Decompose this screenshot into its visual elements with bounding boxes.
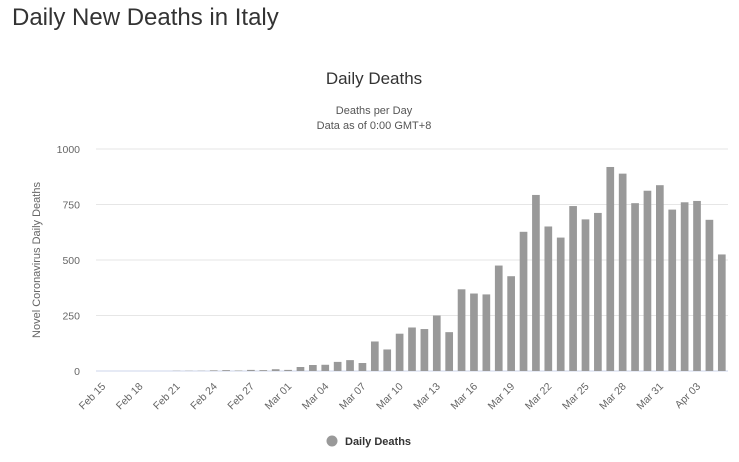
bar-mar-24[interactable] — [569, 206, 577, 371]
bar-mar-19[interactable] — [507, 276, 515, 371]
bar-mar-01[interactable] — [284, 369, 292, 371]
bar-mar-10[interactable] — [395, 333, 404, 371]
x-tick-label: Feb 24 — [188, 381, 220, 413]
x-tick-label: Mar 25 — [560, 381, 592, 413]
bar-feb-28[interactable] — [259, 370, 268, 371]
bar-mar-14[interactable] — [445, 332, 454, 371]
bar-mar-25[interactable] — [581, 219, 590, 371]
bar-mar-11[interactable] — [408, 327, 416, 371]
x-tick-label: Mar 16 — [448, 381, 480, 413]
bar-mar-20[interactable] — [519, 231, 528, 371]
bar-feb-29[interactable] — [271, 369, 280, 371]
bar-mar-02[interactable] — [296, 367, 305, 371]
bar-mar-29[interactable] — [631, 203, 639, 371]
chart-title: Daily Deaths — [326, 69, 422, 88]
y-tick-label: 500 — [62, 255, 80, 267]
bar-mar-07[interactable] — [358, 363, 367, 371]
page-title: Daily New Deaths in Italy — [12, 4, 279, 31]
x-tick-label: Mar 28 — [597, 381, 629, 413]
x-tick-label: Apr 03 — [673, 381, 703, 411]
y-tick-label: 250 — [62, 311, 80, 323]
bar-mar-27[interactable] — [606, 166, 615, 371]
bar-mar-13[interactable] — [432, 315, 441, 372]
bar-mar-08[interactable] — [370, 341, 379, 371]
x-tick-label: Feb 18 — [114, 381, 146, 413]
x-tick-label: Mar 31 — [634, 381, 666, 413]
bar-mar-16[interactable] — [470, 293, 478, 371]
bar-mar-22[interactable] — [544, 226, 553, 371]
y-axis-title: Novel Coronavirus Daily Deaths — [31, 182, 43, 338]
x-tick-label: Mar 10 — [374, 381, 406, 413]
x-tick-label: Mar 22 — [523, 381, 555, 413]
legend-label[interactable]: Daily Deaths — [345, 436, 411, 448]
bar-feb-27[interactable] — [247, 369, 255, 371]
bar-mar-31[interactable] — [656, 185, 664, 371]
bar-mar-18[interactable] — [494, 265, 503, 371]
bar-mar-03[interactable] — [309, 365, 317, 371]
y-tick-label: 1000 — [57, 144, 81, 156]
x-tick-labels: Feb 15 Feb 18 Feb 21 Feb 24 Feb 27 Mar 01 Mar … — [77, 381, 704, 413]
bar-mar-12[interactable] — [420, 329, 429, 371]
legend[interactable]: Daily Deaths — [326, 435, 412, 449]
bar-mar-06[interactable] — [346, 360, 354, 371]
x-tick-label: Mar 19 — [486, 381, 518, 413]
x-tick-label: Feb 15 — [77, 381, 109, 413]
bar-mar-05[interactable] — [333, 361, 342, 371]
bar-mar-15[interactable] — [457, 289, 466, 371]
y-tick-labels: 0 250 500 750 1000 — [57, 144, 81, 378]
chart-subtitle-line-1: Deaths per Day — [336, 105, 413, 117]
bar-apr-05[interactable] — [717, 254, 726, 371]
x-tick-label: Mar 07 — [337, 381, 369, 413]
bar-feb-25[interactable] — [222, 370, 230, 371]
x-tick-label: Feb 27 — [225, 381, 257, 413]
y-tick-label: 750 — [62, 200, 80, 212]
bar-apr-02[interactable] — [680, 202, 689, 371]
bar-mar-21[interactable] — [532, 194, 540, 371]
bar-mar-30[interactable] — [643, 190, 652, 371]
bar-apr-04[interactable] — [705, 219, 714, 371]
bar-apr-03[interactable] — [693, 200, 701, 371]
x-tick-label: Mar 13 — [411, 381, 443, 413]
bar-mar-28[interactable] — [618, 173, 627, 371]
x-tick-label: Feb 21 — [151, 381, 183, 413]
bar-mar-04[interactable] — [321, 364, 330, 371]
bar-mar-26[interactable] — [594, 212, 602, 371]
bar-apr-01[interactable] — [668, 209, 677, 371]
legend-marker[interactable] — [326, 435, 338, 447]
bar-mar-09[interactable] — [383, 349, 392, 371]
bar-feb-24[interactable] — [209, 370, 218, 371]
bar-mar-17[interactable] — [482, 294, 491, 371]
chart-subtitle-line-2: Data as of 0:00 GMT+8 — [317, 120, 432, 132]
bars — [172, 166, 726, 372]
x-tick-label: Mar 01 — [263, 381, 295, 413]
x-tick-label: Mar 04 — [300, 381, 332, 413]
bar-mar-23[interactable] — [556, 237, 565, 371]
y-tick-label: 0 — [74, 366, 80, 378]
